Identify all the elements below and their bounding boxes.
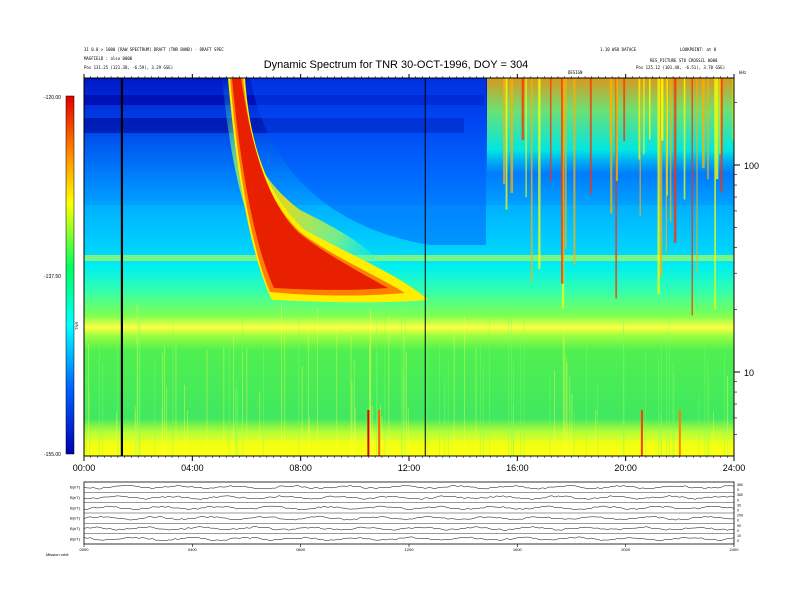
low-freq-yellow-band [84,440,734,456]
header-right-line-2: LOOKPOINT: at 0 [680,47,717,52]
bottom-footer-label: Mission orbit [46,552,69,557]
y-tick-label: 10 [744,368,754,378]
bottom-row-label: B(nT) [70,495,81,500]
bottom-trace [83,505,735,510]
bottom-x-tick-label: 2000 [621,547,631,552]
bottom-row-label: B(nT) [70,505,81,510]
header-right-line-4: Pos 125.12 (101.48, -6.51), 3.70 GSE) [636,65,726,70]
bottom-row-label: B(nT) [70,526,81,531]
burst-red-core [232,78,388,290]
bottom-x-tick-label: 0000 [80,547,90,552]
dark-band-mid [84,118,464,133]
bottom-right-tick-label: 0 [737,529,739,533]
colorbar-label: TNR [74,322,79,330]
x-tick-label: 04:00 [181,463,204,473]
khz-unit-label: kHz [739,70,747,75]
bottom-right-tick-label: 360 [737,493,743,497]
header-mid-label: DESIGN [568,70,583,75]
colorbar-tick-top: -120.00 [44,95,61,101]
bottom-x-tick-label: 2400 [730,547,740,552]
colorbar-tick-bottom: -155.00 [44,452,61,458]
header-left-line-1: 31 0.0 > 1000 [RAW SPECTRUM] DRAFT (TNR … [84,47,224,52]
bottom-right-tick-label: 0 [737,509,739,513]
x-tick-label: 20:00 [614,463,637,473]
chart-title: Dynamic Spectrum for TNR 30-OCT-1996, DO… [263,59,529,71]
bottom-row-label: B(nT) [70,516,81,521]
bottom-right-tick-label: 0 [737,498,739,502]
header-left-line-3: Pos 131.25 (121.38, -6.59), 3.29 GSE) [84,65,174,70]
yellow-line-band [84,255,734,261]
bottom-row-label: B(nT) [70,536,81,541]
y-tick-label: 100 [744,161,759,171]
bottom-x-tick-label: 1600 [513,547,523,552]
bottom-x-tick-label: 1200 [405,547,415,552]
x-tick-label: 12:00 [398,463,421,473]
bottom-trace [83,485,735,490]
bottom-right-tick-label: 0 [737,539,739,543]
bottom-x-tick-label: 0400 [188,547,198,552]
dark-band-upper [84,95,484,105]
header-left-line-2: MAGFIELD : also 0000 [84,56,133,61]
bottom-right-tick-label: 90 [737,524,741,528]
bottom-right-tick-label: 360 [737,483,743,487]
bottom-right-tick-label: 200 [737,514,743,518]
bottom-row-label: B(nT) [70,485,81,490]
x-tick-label: 00:00 [73,463,96,473]
x-tick-label: 24:00 [723,463,746,473]
bottom-right-tick-label: 30 [737,503,741,507]
colorbar [65,95,75,455]
bottom-trace [83,536,735,542]
bottom-right-tick-label: 10 [737,534,741,538]
bottom-trace [83,495,735,500]
bottom-right-tick-label: 0 [737,519,739,523]
bottom-trace [83,526,735,531]
x-tick-label: 16:00 [506,463,529,473]
burst-blue-shadow [250,78,486,245]
colorbar-tick-mid: -137.50 [44,274,61,280]
x-tick-label: 08:00 [289,463,312,473]
bottom-right-tick-label: 0 [737,488,739,492]
bottom-trace [83,515,735,521]
bottom-x-tick-label: 0800 [296,547,306,552]
header-right-line-1: 1.10 WSO DATACE [600,47,637,52]
header-right-line-3: RES_PICTURE STU CROSSCL 0000 [650,58,718,63]
